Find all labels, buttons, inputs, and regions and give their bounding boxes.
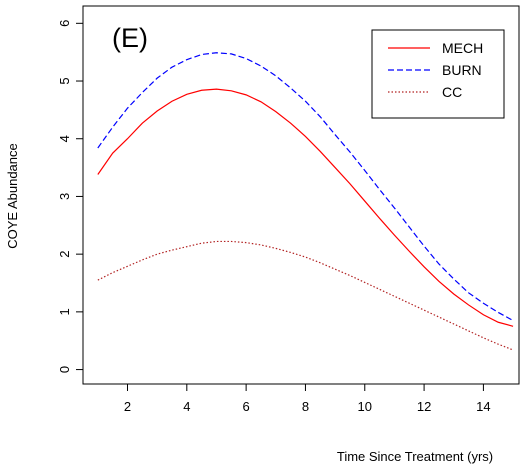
y-tick-label: 1 bbox=[57, 308, 72, 315]
series-line-mech bbox=[97, 88, 514, 327]
y-tick-label: 3 bbox=[57, 193, 72, 200]
x-tick-label: 14 bbox=[476, 399, 490, 414]
x-tick-label: 4 bbox=[183, 399, 190, 414]
x-axis-title: Time Since Treatment (yrs) bbox=[337, 449, 493, 464]
legend-label-mech: MECH bbox=[442, 40, 483, 56]
series-line-cc bbox=[97, 240, 514, 351]
x-tick-label: 10 bbox=[358, 399, 372, 414]
legend-label-burn: BURN bbox=[442, 62, 482, 78]
x-tick-label: 2 bbox=[124, 399, 131, 414]
series-group bbox=[97, 52, 514, 351]
y-tick-label: 4 bbox=[57, 135, 72, 142]
x-tick-label: 12 bbox=[417, 399, 431, 414]
panel-label: (E) bbox=[112, 23, 148, 53]
legend: MECH BURN CC bbox=[371, 29, 505, 119]
y-tick-label: 6 bbox=[57, 20, 72, 27]
series-line-burn bbox=[97, 52, 514, 322]
y-axis-title: COYE Abundance bbox=[5, 143, 20, 249]
plot-frame bbox=[82, 5, 520, 385]
y-axis: 0 1 2 3 4 5 6 bbox=[57, 20, 83, 373]
plot-frame-rect bbox=[82, 5, 520, 385]
y-tick-label: 0 bbox=[57, 366, 72, 373]
legend-box bbox=[371, 29, 505, 119]
x-axis: 2 4 6 8 10 12 14 bbox=[124, 384, 491, 414]
y-tick-label: 2 bbox=[57, 251, 72, 258]
legend-label-cc: CC bbox=[442, 84, 462, 100]
x-tick-label: 8 bbox=[302, 399, 309, 414]
y-tick-label: 5 bbox=[57, 77, 72, 84]
x-tick-label: 6 bbox=[243, 399, 250, 414]
